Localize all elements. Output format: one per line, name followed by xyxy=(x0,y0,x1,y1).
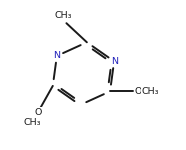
Text: N: N xyxy=(53,51,60,60)
Text: N: N xyxy=(111,57,118,66)
Text: O: O xyxy=(34,108,41,117)
Text: O: O xyxy=(135,87,142,96)
Text: CH₃: CH₃ xyxy=(23,118,41,127)
Text: CH₃: CH₃ xyxy=(55,11,72,20)
Text: CH₃: CH₃ xyxy=(142,87,159,96)
